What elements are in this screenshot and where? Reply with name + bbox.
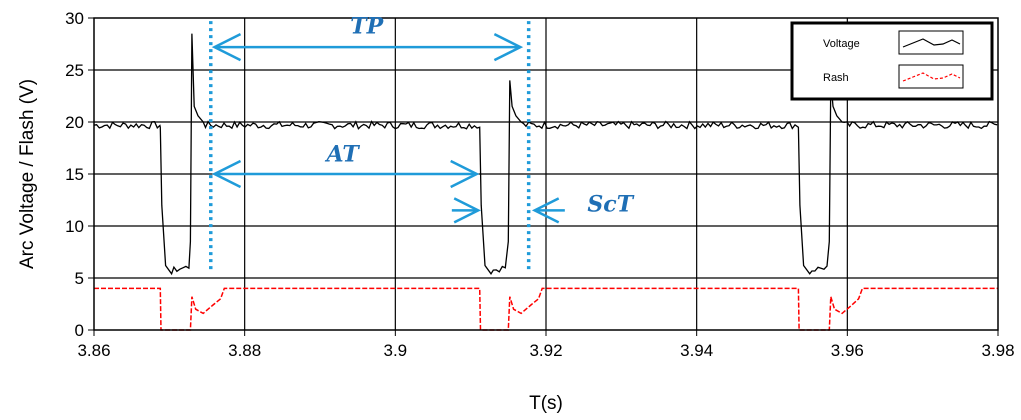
tp-arrow	[211, 33, 524, 62]
at-label: AT	[324, 142, 360, 168]
y-tick-label: 25	[65, 61, 84, 80]
legend-label-voltage: Voltage	[823, 38, 860, 50]
y-tick-label: 20	[65, 113, 84, 132]
y-tick-label: 15	[65, 165, 84, 184]
x-tick-label: 3.98	[981, 341, 1014, 360]
series-voltage-line	[93, 33, 998, 276]
x-tick-label: 3.88	[228, 341, 261, 360]
x-tick-label: 3.96	[831, 341, 864, 360]
x-tick-label: 3.92	[529, 341, 562, 360]
legend-swatch-box-voltage	[898, 30, 964, 55]
y-axis: 0 5 10 15 20 25 30	[65, 9, 94, 340]
legend-label-flash: Rash	[823, 72, 849, 84]
annotations: TP AT ScT	[209, 14, 635, 270]
sct-arrow-right	[531, 197, 565, 224]
y-tick-label: 5	[75, 269, 84, 288]
x-tick-label: 3.9	[384, 341, 408, 360]
legend-swatch-box-flash	[898, 64, 964, 89]
x-axis: 3.86 3.88 3.9 3.92 3.94 3.96 3.98	[77, 330, 1015, 360]
tp-label: TP	[350, 14, 384, 40]
y-tick-label: 0	[75, 321, 84, 340]
x-tick-label: 3.86	[77, 341, 110, 360]
sct-label: ScT	[587, 191, 634, 217]
legend-swatch-voltage	[902, 38, 961, 48]
plot-area	[93, 33, 998, 331]
y-tick-label: 10	[65, 217, 84, 236]
legend-swatch-flash	[902, 72, 961, 82]
sct-arrow-left	[451, 197, 481, 224]
y-axis-label: Arc Voltage / Flash (V)	[17, 79, 38, 269]
series-flash-line	[94, 287, 998, 331]
x-tick-label: 3.94	[680, 341, 713, 360]
legend: Voltage Rash	[790, 21, 994, 101]
x-axis-label: T(s)	[529, 393, 563, 414]
at-arrow	[211, 159, 480, 189]
y-tick-label: 30	[65, 9, 84, 28]
